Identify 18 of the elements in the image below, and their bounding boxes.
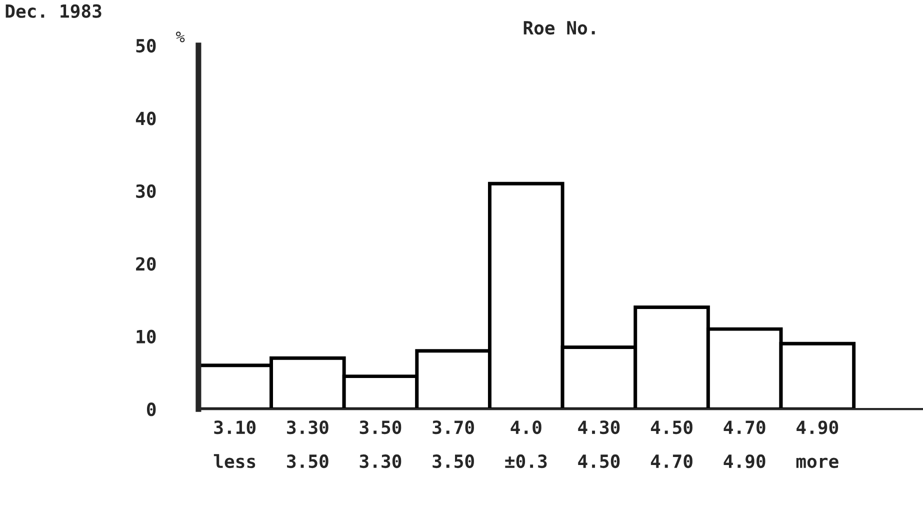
category-label: 4.90 more bbox=[796, 420, 838, 468]
y-tick-label: 30 bbox=[136, 184, 156, 198]
x-tick-label: 3.30 3.50 bbox=[287, 420, 328, 468]
chart-title: Roe No. bbox=[524, 21, 595, 35]
y-tick-label: 10 bbox=[136, 330, 156, 344]
x-tick-label: 3.50 3.30 bbox=[360, 420, 402, 468]
x-tick-label: 3.70 3.50 bbox=[432, 420, 474, 468]
y-tick-label: 20 bbox=[136, 257, 156, 271]
x-tick-label: 4.50 4.70 bbox=[650, 420, 692, 468]
y-axis-title: % bbox=[176, 32, 185, 42]
y-tick-label: 40 bbox=[136, 112, 156, 126]
x-tick-label: 4.70 4.90 bbox=[724, 420, 766, 468]
y-tick-label: 50 bbox=[136, 38, 156, 53]
x-tick-label: 4.30 4.50 bbox=[578, 420, 620, 468]
x-tick-label: 3.10 less bbox=[214, 420, 256, 468]
y-tick-label: 0 bbox=[146, 402, 156, 416]
text: Dec. 1983 bbox=[6, 4, 102, 18]
x-tick-label: 4.0 ±0.3 bbox=[505, 420, 547, 468]
